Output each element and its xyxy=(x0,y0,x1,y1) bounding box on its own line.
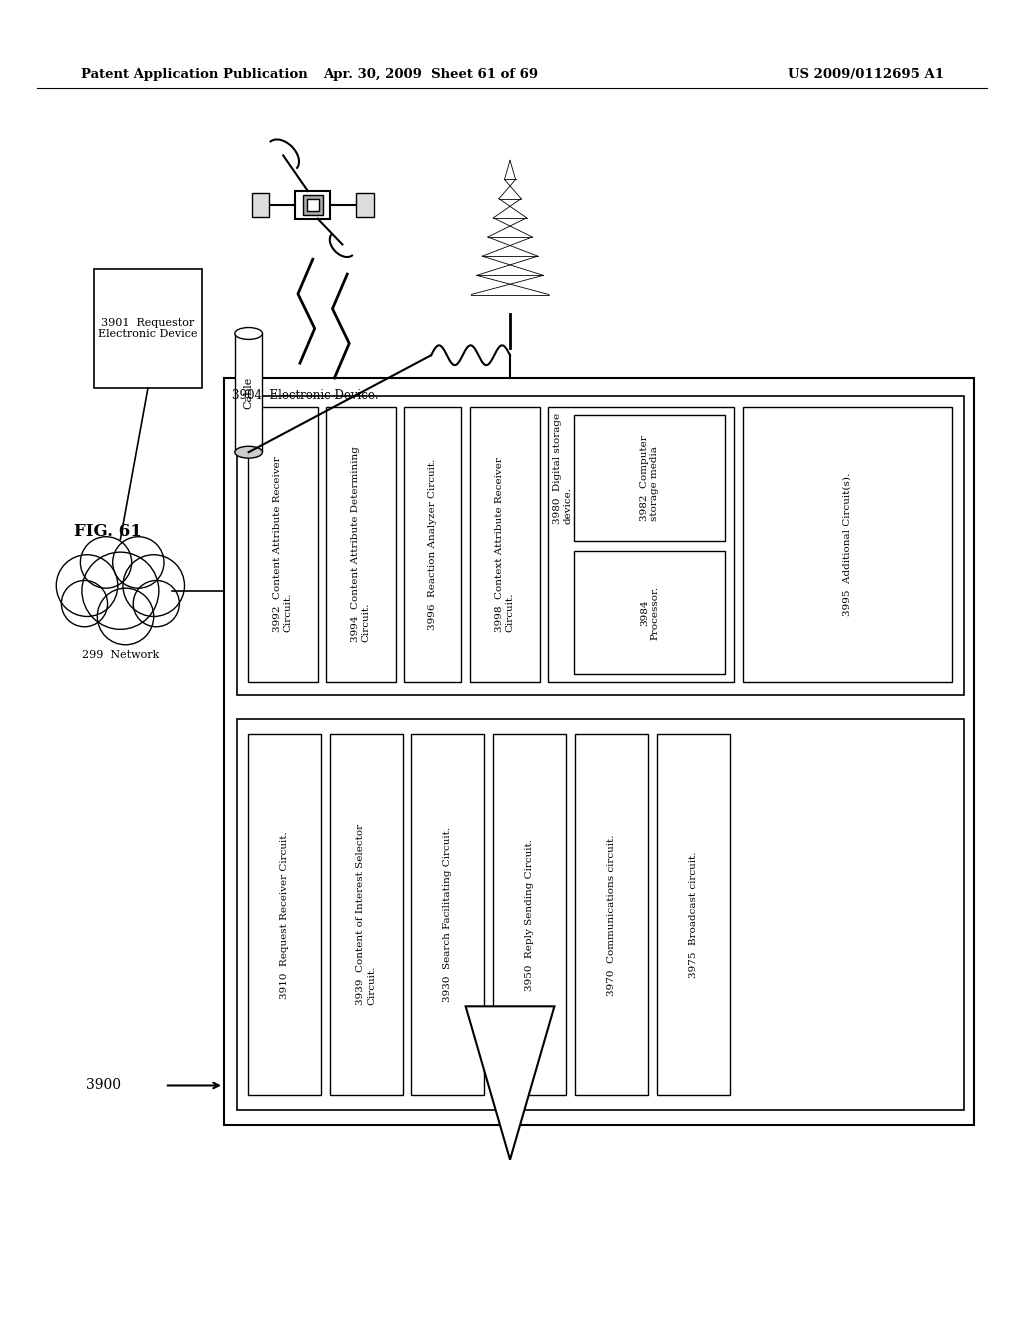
Circle shape xyxy=(61,581,108,627)
Text: 3998  Context Attribute Receiver
Circuit.: 3998 Context Attribute Receiver Circuit. xyxy=(495,457,515,632)
Text: 3980  Digital storage
device.: 3980 Digital storage device. xyxy=(553,413,572,524)
Text: 3994  Content Attribute Determining
Circuit.: 3994 Content Attribute Determining Circu… xyxy=(350,446,371,642)
Bar xyxy=(307,199,318,211)
Bar xyxy=(574,414,725,541)
Ellipse shape xyxy=(234,446,262,458)
Circle shape xyxy=(133,581,179,627)
Text: 3992  Content Attribute Receiver
Circuit.: 3992 Content Attribute Receiver Circuit. xyxy=(272,457,293,632)
Bar xyxy=(326,407,395,681)
Bar xyxy=(252,193,269,216)
Bar xyxy=(303,195,323,215)
Bar xyxy=(412,734,484,1096)
Text: 3939  Content of Interest Selector
Circuit.: 3939 Content of Interest Selector Circui… xyxy=(356,824,376,1006)
Bar xyxy=(657,734,730,1096)
Text: 3901  Requestor
Electronic Device: 3901 Requestor Electronic Device xyxy=(98,318,198,339)
Bar xyxy=(248,734,321,1096)
Text: 3910  Request Receiver Circuit.: 3910 Request Receiver Circuit. xyxy=(280,830,289,999)
Bar xyxy=(94,269,203,388)
Circle shape xyxy=(80,537,132,589)
Bar xyxy=(574,552,725,673)
Ellipse shape xyxy=(234,327,262,339)
Text: 3995  Additional Circuit(s).: 3995 Additional Circuit(s). xyxy=(843,473,852,616)
Circle shape xyxy=(123,554,184,616)
Bar xyxy=(330,734,402,1096)
Circle shape xyxy=(56,554,118,616)
Text: Apr. 30, 2009  Sheet 61 of 69: Apr. 30, 2009 Sheet 61 of 69 xyxy=(324,67,539,81)
Text: 3950  Reply Sending Circuit.: 3950 Reply Sending Circuit. xyxy=(525,838,535,991)
Bar xyxy=(295,191,331,219)
Bar xyxy=(404,407,461,681)
Text: 3982  Computer
storage media: 3982 Computer storage media xyxy=(640,436,659,521)
Text: 3970  Communications circuit.: 3970 Communications circuit. xyxy=(607,834,616,995)
Bar xyxy=(224,378,974,1125)
Bar xyxy=(248,407,317,681)
Polygon shape xyxy=(466,1006,554,1160)
Text: 299  Network: 299 Network xyxy=(82,651,159,660)
Text: 3900: 3900 xyxy=(86,1078,121,1093)
Text: FIG. 61: FIG. 61 xyxy=(74,523,141,540)
Bar xyxy=(742,407,952,681)
Bar xyxy=(356,193,374,216)
Text: US 2009/0112695 A1: US 2009/0112695 A1 xyxy=(788,67,944,81)
Text: 3930  Search Facilitating Circuit.: 3930 Search Facilitating Circuit. xyxy=(443,828,453,1002)
Bar xyxy=(234,334,262,453)
Bar xyxy=(237,719,964,1110)
Text: 3904  Electronic Device.: 3904 Electronic Device. xyxy=(231,389,379,403)
Bar xyxy=(494,734,566,1096)
Text: 3975  Broadcast circuit.: 3975 Broadcast circuit. xyxy=(689,851,698,978)
Text: Patent Application Publication: Patent Application Publication xyxy=(81,67,307,81)
Bar xyxy=(549,407,734,681)
Text: 3984
Processor.: 3984 Processor. xyxy=(640,586,659,640)
Bar xyxy=(470,407,540,681)
Circle shape xyxy=(82,552,159,630)
Bar xyxy=(575,734,648,1096)
Circle shape xyxy=(113,537,164,589)
Text: Cable: Cable xyxy=(244,376,254,409)
Bar xyxy=(237,396,964,694)
Circle shape xyxy=(97,589,154,644)
Text: 3996  Reaction Analyzer Circuit.: 3996 Reaction Analyzer Circuit. xyxy=(428,458,437,630)
